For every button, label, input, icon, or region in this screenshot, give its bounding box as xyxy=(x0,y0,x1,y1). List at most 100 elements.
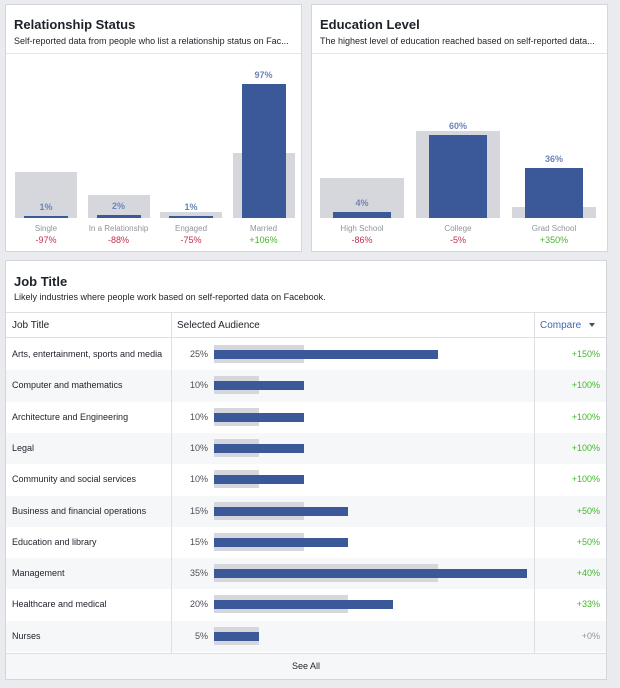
audience-pct-cell: 10% xyxy=(189,380,208,391)
audience-bar xyxy=(214,537,349,547)
audience-pct-cell: 15% xyxy=(189,505,208,516)
relationship-pct-label: 1% xyxy=(39,202,53,212)
relationship-compare-value: +106% xyxy=(249,235,278,245)
education-compare-value: -5% xyxy=(449,235,466,245)
audience-bar xyxy=(214,475,304,485)
education-pct-label: 36% xyxy=(544,154,563,165)
relationship-pct-label: 1% xyxy=(184,202,198,212)
col-header-job-title[interactable]: Job Title xyxy=(12,320,50,331)
compare-dropdown[interactable]: Compare xyxy=(540,313,596,339)
relationship-audience-bar xyxy=(24,216,68,218)
relationship-audience-bar xyxy=(169,216,213,218)
table-row: Education and library 15% +50% xyxy=(6,527,606,558)
chevron-down-icon xyxy=(589,323,596,328)
education-category-label: College xyxy=(444,224,472,233)
table-row: Arts, entertainment, sports and media 25%… xyxy=(6,339,606,370)
column-separator xyxy=(534,338,535,655)
see-all-button[interactable]: See All xyxy=(6,653,606,679)
education-subtitle: The highest level of education reached b… xyxy=(320,36,595,46)
job-title-cell: Education and library xyxy=(12,536,97,547)
compare-cell: +150% xyxy=(571,349,600,359)
table-row: Business and financial operations 15% +50% xyxy=(6,495,606,527)
audience-bar xyxy=(214,443,304,453)
compare-cell: +0% xyxy=(581,630,600,641)
education-baseline-bar xyxy=(320,177,404,218)
audience-bar xyxy=(214,381,304,391)
compare-cell: +100% xyxy=(571,411,600,422)
compare-cell: +100% xyxy=(571,380,600,391)
relationship-compare-value: -97% xyxy=(35,235,57,245)
divider xyxy=(312,53,607,54)
relationship-category-label: Single xyxy=(34,224,58,233)
table-row: Legal 10% +100% xyxy=(6,432,606,465)
education-category-label: High School xyxy=(340,224,384,233)
relationship-compare-value: -88% xyxy=(107,235,129,245)
job-title-heading: Job Title xyxy=(14,274,68,289)
education-compare-value: -86% xyxy=(351,235,373,245)
table-row: Nurses 5% +0% xyxy=(6,620,606,652)
relationship-status-card: Relationship Status Self-reported data f… xyxy=(5,4,302,252)
col-header-selected-audience[interactable]: Selected Audience xyxy=(177,320,260,331)
audience-bar xyxy=(214,569,528,579)
audience-pct-cell: 15% xyxy=(189,536,208,547)
relationship-chart: 1% Single -97% 2% In a Relationship -88% 1% Eng… xyxy=(6,54,301,251)
audience-pct-cell: 25% xyxy=(189,349,208,359)
compare-cell: +100% xyxy=(571,442,600,453)
relationship-category-label: In a Relationship xyxy=(88,224,149,233)
job-title-cell: Management xyxy=(12,568,65,579)
education-level-card: Education Level The highest level of edu… xyxy=(311,4,608,252)
audience-pct-cell: 10% xyxy=(189,411,208,422)
job-subtitle: Likely industries where people work base… xyxy=(14,292,326,302)
job-title-cell: Legal xyxy=(12,442,35,453)
compare-cell: +40% xyxy=(576,568,600,579)
table-row: Community and social services 10% +100% xyxy=(6,464,606,495)
audience-pct-cell: 10% xyxy=(189,442,208,453)
education-audience-bar xyxy=(333,212,391,218)
table-row: Architecture and Engineering 10% +100% xyxy=(6,402,606,433)
education-pct-label: 4% xyxy=(355,198,369,209)
education-compare-value: +350% xyxy=(539,235,569,245)
job-title-cell: Nurses xyxy=(12,630,41,641)
job-title-cell: Business and financial operations xyxy=(12,505,147,516)
compare-label: Compare xyxy=(540,320,582,331)
relationship-audience-bar xyxy=(96,215,141,218)
relationship-category-label: Married xyxy=(249,224,278,233)
audience-pct-cell: 10% xyxy=(189,474,208,485)
compare-cell: +100% xyxy=(571,474,600,485)
column-separator xyxy=(534,313,535,339)
relationship-category-label: Engaged xyxy=(174,224,208,233)
compare-cell: +33% xyxy=(576,599,600,610)
relationship-baseline-bar xyxy=(87,194,150,218)
job-title-cell: Computer and mathematics xyxy=(12,380,123,391)
compare-cell: +50% xyxy=(576,536,600,547)
audience-bar xyxy=(214,631,259,641)
relationship-pct-label: 97% xyxy=(254,70,273,81)
job-title-cell: Community and social services xyxy=(12,474,137,485)
audience-pct-cell: 5% xyxy=(194,630,208,641)
education-pct-label: 60% xyxy=(448,121,467,132)
education-title: Education Level xyxy=(320,17,420,32)
table-header: Job Title Selected Audience Compare xyxy=(6,312,606,339)
job-title-cell: Healthcare and medical xyxy=(12,599,107,610)
audience-bar xyxy=(214,506,349,516)
education-chart: 4% High School -86% 60% College -5% 36% Grad Sc… xyxy=(312,54,607,251)
table-row: Management 35% +40% xyxy=(6,558,606,590)
relationship-audience-bar xyxy=(241,84,286,218)
job-title-cell: Arts, entertainment, sports and media xyxy=(12,349,163,359)
education-category-label: Grad School xyxy=(531,224,577,233)
table-row: Healthcare and medical 20% +33% xyxy=(6,589,606,620)
education-audience-bar xyxy=(525,168,583,218)
table-row: Computer and mathematics 10% +100% xyxy=(6,370,606,402)
compare-cell: +50% xyxy=(576,505,600,516)
relationship-pct-label: 2% xyxy=(111,201,125,212)
column-separator xyxy=(171,313,172,339)
relationship-compare-value: -75% xyxy=(180,235,202,245)
job-title-cell: Architecture and Engineering xyxy=(12,411,129,422)
divider xyxy=(6,53,301,54)
audience-bar xyxy=(214,600,393,610)
relationship-title: Relationship Status xyxy=(14,17,136,32)
column-separator xyxy=(171,338,172,655)
audience-bar xyxy=(214,350,438,359)
job-title-card: Job Title Likely industries where people… xyxy=(5,260,607,680)
relationship-baseline-bar xyxy=(160,212,222,218)
